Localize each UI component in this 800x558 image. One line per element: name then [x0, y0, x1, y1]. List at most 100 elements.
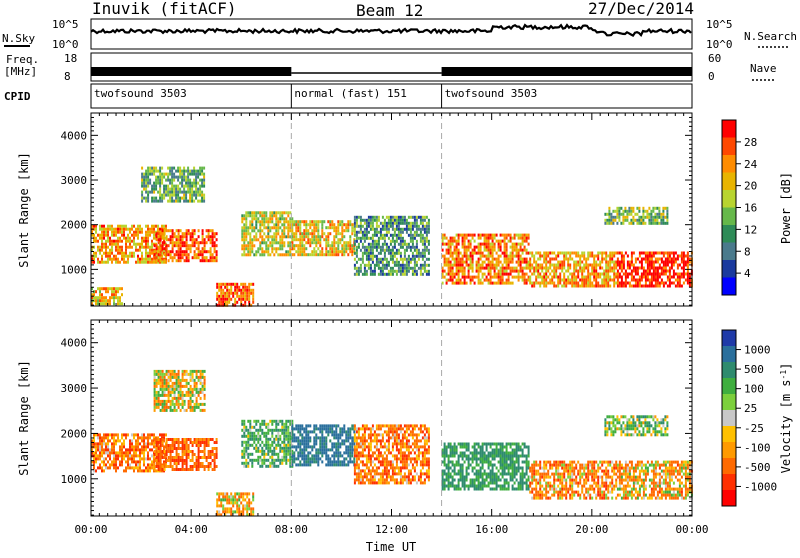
power-cell-r0 [113, 258, 115, 261]
power-cell-r1 [202, 232, 204, 235]
power-cell-r9 [591, 267, 593, 270]
power-cell-r6 [295, 220, 297, 223]
power-cell-r6 [341, 250, 343, 253]
velocity-cell-r2 [168, 379, 170, 382]
power-cell-r7 [356, 225, 358, 228]
velocity-cell-r1 [176, 447, 178, 450]
power-cell-r8 [482, 255, 484, 258]
power-cell-r8 [524, 237, 526, 240]
power-cell-r8 [486, 279, 488, 282]
power-cell-r9 [601, 255, 603, 258]
power-cell-r3 [187, 167, 189, 170]
power-cell-r5 [263, 232, 265, 235]
velocity-cell-r0 [103, 436, 105, 439]
power-cell-r8 [518, 276, 520, 279]
power-cell-r10 [655, 279, 657, 282]
power-cell-r3 [173, 194, 175, 197]
power-cell-r1 [186, 259, 188, 262]
velocity-cell-r1 [214, 447, 216, 450]
power-cell-r6 [293, 253, 295, 256]
power-cell-r5 [257, 250, 259, 253]
power-cell-r6 [295, 226, 297, 229]
power-cell-r8 [486, 234, 488, 237]
power-cell-r6 [333, 238, 335, 241]
power-cell-r9 [537, 258, 539, 261]
velocity-cell-r0 [101, 460, 103, 463]
power-cell-r1 [176, 244, 178, 247]
power-cell-r7 [396, 219, 398, 222]
power-cell-r5 [259, 223, 261, 226]
power-cell-r7 [412, 258, 414, 261]
power-cell-r0 [143, 258, 145, 261]
power-cell-r4 [228, 301, 230, 304]
power-cell-r0 [125, 246, 127, 249]
power-cell-r10 [679, 279, 681, 282]
power-cell-r5 [259, 241, 261, 244]
velocity-cell-r4 [275, 459, 277, 462]
power-cell-r8 [488, 237, 490, 240]
power-cell-r0 [151, 252, 153, 255]
power-cell-r6 [327, 232, 329, 235]
power-cell-r0 [107, 228, 109, 231]
power-cell-r9 [589, 273, 591, 276]
power-cell-r1 [188, 259, 190, 262]
power-cell-r3 [145, 182, 147, 185]
velocity-cell-r4 [245, 441, 247, 444]
velocity-cell-r3 [242, 510, 244, 513]
power-cell-r7 [400, 216, 402, 219]
velocity-cell-r2 [158, 373, 160, 376]
power-cell-r9 [563, 264, 565, 267]
velocity-cell-r4 [245, 462, 247, 465]
velocity-cell-r1 [190, 468, 192, 471]
power-cell-r10 [635, 258, 637, 261]
power-cell-r10 [673, 258, 675, 261]
velocity-cell-r2 [154, 403, 156, 406]
velocity-cell-r0 [143, 454, 145, 457]
power-cell-r8 [464, 246, 466, 249]
velocity-cell-r1 [184, 438, 186, 441]
power-cell-r11 [628, 213, 630, 216]
power-cell-r8 [470, 252, 472, 255]
power-cell-r9 [535, 252, 537, 255]
power-cell-r8 [514, 246, 516, 249]
power-cell-r9 [567, 279, 569, 282]
power-cell-r1 [176, 259, 178, 262]
power-cell-r4 [220, 286, 222, 289]
power-cell-r1 [168, 244, 170, 247]
power-cell-r10 [627, 264, 629, 267]
power-cell-r7 [384, 249, 386, 252]
power-cell-r4 [246, 286, 248, 289]
power-cell-r8 [480, 282, 482, 285]
power-cell-r7 [388, 261, 390, 264]
velocity-cell-r1 [206, 459, 208, 462]
power-cell-r8 [490, 264, 492, 267]
velocity-cell-r1 [166, 453, 168, 456]
power-cell-r9 [543, 285, 545, 288]
power-cell-r6 [291, 220, 293, 223]
power-cell-r8 [516, 276, 518, 279]
power-cell-r8 [492, 234, 494, 237]
velocity-cell-r3 [216, 498, 218, 501]
velocity-cell-r3 [234, 498, 236, 501]
velocity-cell-r4 [255, 450, 257, 453]
power-cell-r7 [404, 249, 406, 252]
velocity-cell-r4 [275, 429, 277, 432]
velocity-cell-r1 [192, 444, 194, 447]
power-cell-r5 [273, 226, 275, 229]
velocity-cell-r2 [172, 382, 174, 385]
power-cell-r4 [246, 295, 248, 298]
power-cell-r9 [589, 285, 591, 288]
velocity-cell-r1 [202, 465, 204, 468]
power-cell-r8 [456, 279, 458, 282]
velocity-cell-r0 [107, 442, 109, 445]
power-cell-r8 [460, 267, 462, 270]
power-cell-r7 [424, 249, 426, 252]
power-cell-r10 [651, 279, 653, 282]
power-cell-r3 [191, 191, 193, 194]
power-cell-r0 [117, 243, 119, 246]
power-cell-r0 [113, 240, 115, 243]
power-cell-r6 [333, 244, 335, 247]
power-cell-r6 [299, 235, 301, 238]
velocity-cell-r5 [293, 460, 295, 463]
power-cell-r7 [356, 249, 358, 252]
